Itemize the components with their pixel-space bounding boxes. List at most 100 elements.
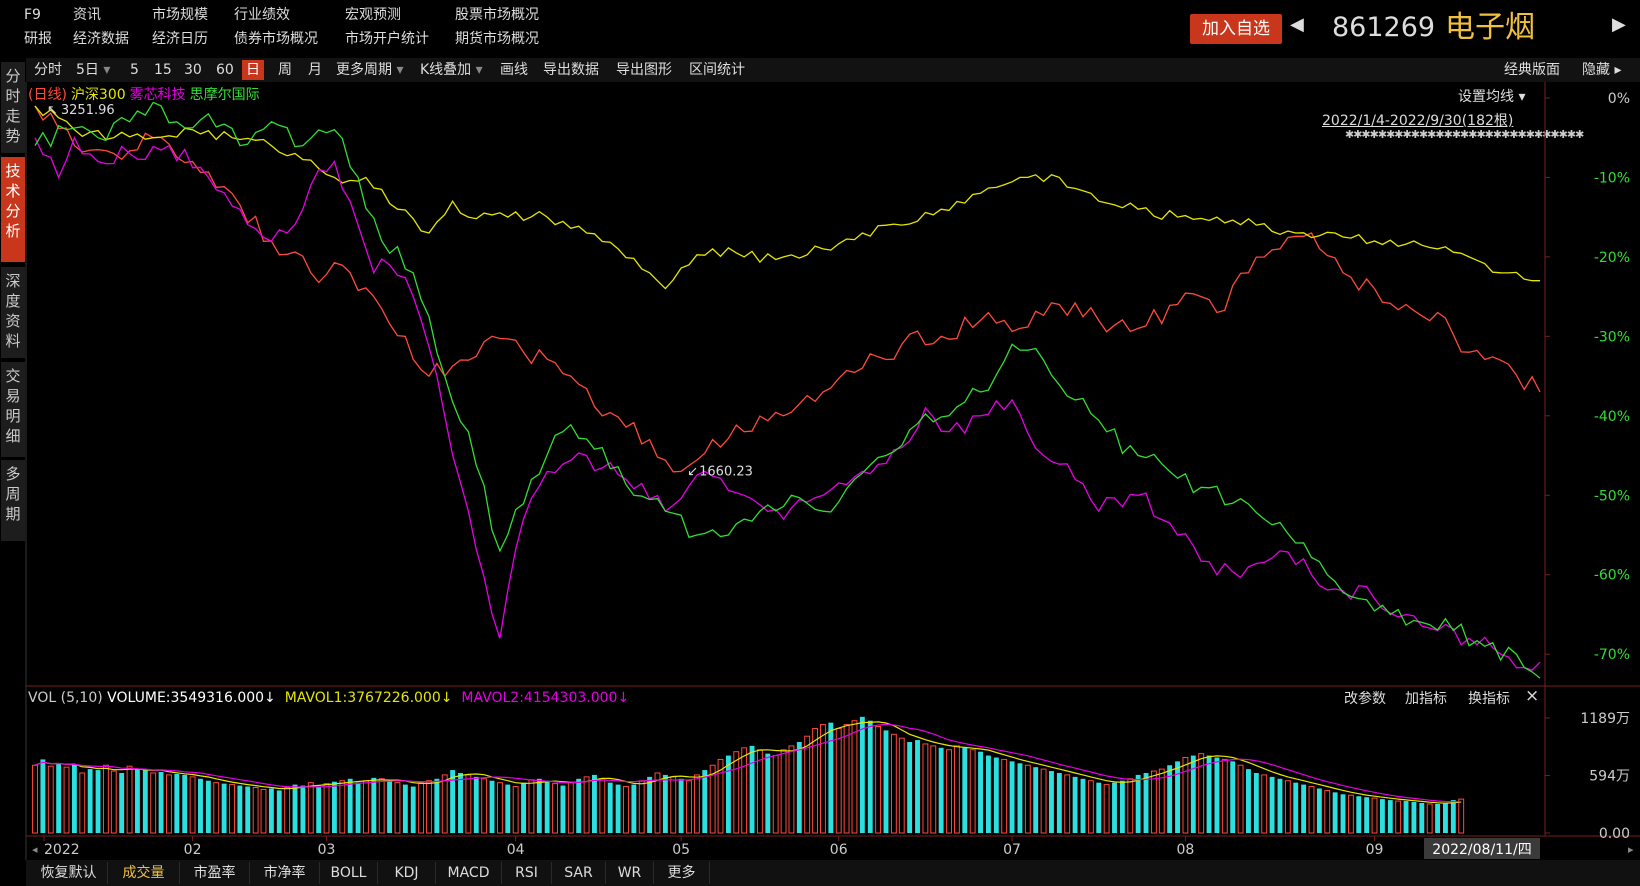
series-line-smoore [34,101,1541,679]
volume-bar-up [843,724,850,834]
toolbar-item-3[interactable]: 15 [154,62,172,78]
nav-account-opening-stats[interactable]: 市场开户统计 [345,31,429,47]
dropdown-arrow-icon: ▾ [392,62,404,78]
volume-bar-down [1119,780,1125,833]
volume-bar-up [63,766,70,834]
dropdown-arrow-icon: ▾ [471,62,483,78]
toolbar-item-0[interactable]: 分时 [34,62,62,78]
nav-bond-market-overview[interactable]: 债券市场概况 [234,31,318,47]
volume-bar-up [772,755,779,834]
volume-bar-down [371,777,377,833]
volume-bar-down [473,776,479,833]
volume-bar-down [985,755,991,833]
nav-economic-data[interactable]: 经济数据 [73,31,129,47]
toolbar-item-11[interactable]: 画线 [500,62,528,78]
sidebar-tab-2[interactable]: 深度资料 [1,267,25,359]
indicator-tab-2[interactable]: 市盈率 [180,862,250,884]
volume-bar-up [47,765,54,834]
vol-tick-label: 594万 [1589,769,1630,785]
cursor-date-label: 2022/08/11/四 [1432,842,1531,858]
mavol1-value: MAVOL1:3767226.000↓ [284,690,453,706]
switch-indicator-button[interactable]: 换指标 [1468,691,1510,707]
sidebar-tab-3[interactable]: 交易明细 [1,362,25,458]
sidebar: 分时走势技术分析深度资料交易明细 多周期 [0,62,26,562]
indicator-tab-5[interactable]: KDJ [378,862,436,884]
edit-params-button[interactable]: 改参数 [1344,691,1386,707]
volume-bar-down [221,783,227,833]
sidebar-tab-4[interactable]: 多周期 [1,460,25,542]
nav-futures-market-overview[interactable]: 期货市场概况 [455,31,539,47]
classic-layout-button[interactable]: 经典版面 [1504,62,1560,78]
nav-news[interactable]: 资讯 [73,7,101,23]
volume-bar-down [592,774,597,833]
volume-bar-up [1103,784,1110,834]
toolbar-item-8[interactable]: 月 [308,62,322,78]
hide-button[interactable]: 隐藏 ▸ [1582,62,1622,78]
indicator-tab-3[interactable]: 市净率 [250,862,320,884]
volume-bar-up [1426,803,1433,834]
toolbar-item-14[interactable]: 区间统计 [689,62,745,78]
volume-bar-down [1277,778,1283,833]
indicator-tab-6[interactable]: MACD [436,862,502,884]
volume-bar-up [788,745,795,834]
indicator-tab-7[interactable]: RSI [502,862,552,884]
volume-bar-up [1001,758,1008,834]
toolbar-item-12[interactable]: 导出数据 [543,62,599,78]
volume-bar-up [780,749,787,834]
y-tick-label: -10% [1594,170,1630,186]
next-stock-icon[interactable]: ▶ [1612,14,1626,35]
toolbar-item-10[interactable]: K线叠加 ▾ [420,62,483,78]
legend-series-rlx: 雾芯科技 [129,87,186,103]
add-to-watchlist-button[interactable]: 加入自选 [1190,14,1282,44]
volume-bar-up [741,747,748,834]
volume-bar-down [1332,792,1338,833]
volume-bar-down [978,751,983,833]
toolbar-item-9[interactable]: 更多周期 ▾ [336,62,404,78]
volume-bar-down [1411,802,1417,833]
toolbar-item-7[interactable]: 周 [278,62,292,78]
mavol2-line [34,723,1462,803]
toolbar-item-6[interactable]: 日 [242,60,264,80]
volume-bar-down [300,785,306,833]
volume-bar-up [930,745,937,834]
toolbar-item-13[interactable]: 导出图形 [616,62,672,78]
toolbar-item-4[interactable]: 30 [184,62,202,78]
volume-bar-down [387,780,393,833]
nav-research[interactable]: 研报 [24,31,52,47]
nav-macro-forecast[interactable]: 宏观预测 [345,7,401,23]
indicator-tab-0[interactable]: 恢复默认 [30,862,108,884]
volume-bar-down [560,785,566,833]
previous-stock-icon[interactable]: ◀ [1290,14,1304,35]
volume-bar-up [922,743,929,834]
indicator-tab-10[interactable]: 更多 [654,862,710,884]
toolbar-item-2[interactable]: 5 [130,62,139,78]
toolbar-item-1[interactable]: 5日 ▾ [76,62,111,78]
indicator-tab-9[interactable]: WR [606,862,654,884]
indicator-tab-1[interactable]: 成交量 [108,862,180,884]
indicator-tab-4[interactable]: BOLL [320,862,378,884]
add-indicator-button[interactable]: 加指标 [1405,691,1447,707]
mavol1-line [34,721,1462,804]
nav-economic-calendar[interactable]: 经济日历 [152,31,208,47]
nav-f9[interactable]: F9 [24,7,41,23]
volume-bar-down [1419,802,1425,833]
volume-bar-down [95,770,101,833]
indicator-tab-8[interactable]: SAR [552,862,606,884]
ma-setting-dropdown[interactable]: 设置均线 ▾ [1458,89,1526,105]
close-icon[interactable]: × [1525,686,1540,706]
volume-bar-down [1230,761,1236,833]
toolbar-item-5[interactable]: 60 [216,62,234,78]
nav-market-scale[interactable]: 市场规模 [152,7,208,23]
nav-stock-market-overview[interactable]: 股票市场概况 [455,7,539,23]
nav-industry-performance[interactable]: 行业绩效 [234,7,290,23]
volume-bar-down [1293,782,1299,833]
y-tick-label: -50% [1594,488,1630,504]
volume-bar-down [607,782,613,833]
volume-bar-up [512,786,519,834]
date-range[interactable]: 2022/1/4-2022/9/30(182根) [1322,113,1514,129]
sidebar-tab-0[interactable]: 分时走势 [1,62,25,154]
volume-bar-up [1221,758,1228,834]
top-navigation: F9 资讯 市场规模 行业绩效 宏观预测 股票市场概况 研报 经济数据 经济日历… [0,0,1640,55]
sidebar-tab-1[interactable]: 技术分析 [1,157,25,263]
